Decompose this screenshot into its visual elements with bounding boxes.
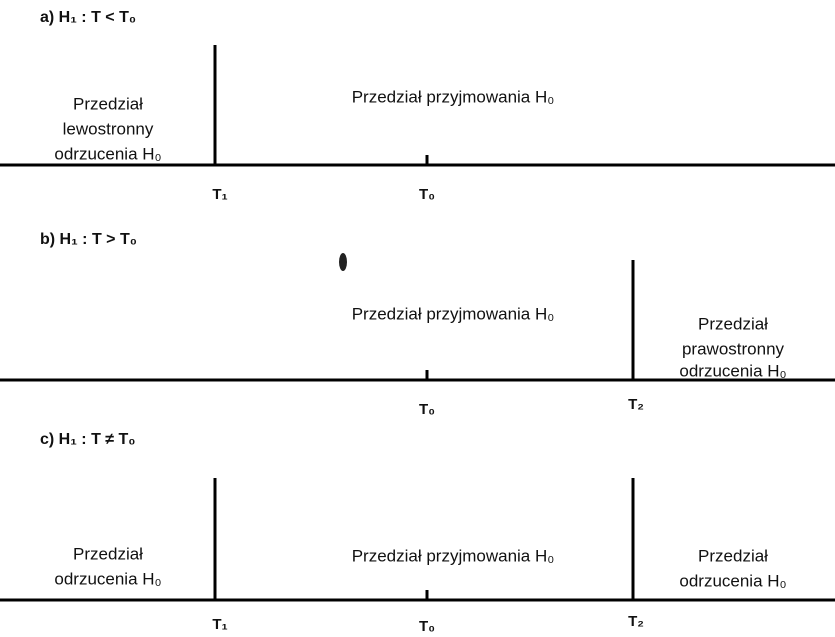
region-text: Przedział (73, 544, 143, 563)
scan-speck (339, 253, 347, 271)
region-text: Przedział (698, 546, 768, 565)
region-text: odrzucenia H₀ (54, 569, 161, 588)
tick-label: T₂ (628, 613, 644, 630)
panel-b: b) H₁ : T > T₀ Przedział przyjmowania H₀… (0, 231, 835, 418)
region-text: Przedział przyjmowania H₀ (352, 304, 555, 323)
tick-label: T₁ (212, 186, 227, 203)
tick-label: T₀ (419, 401, 435, 418)
region-text: Przedział (73, 94, 143, 113)
heading: c) H₁ : T ≠ T₀ (40, 431, 136, 448)
tick-label: T₀ (419, 186, 435, 203)
tick-label: T₁ (212, 616, 227, 633)
panel-c: c) H₁ : T ≠ T₀ Przedział odrzucenia H₀ P… (0, 431, 835, 635)
region-text: odrzucenia H₀ (679, 361, 786, 380)
region-text: Przedział przyjmowania H₀ (352, 87, 555, 106)
panel-a: a) H₁ : T < T₀ Przedział lewostronny odr… (0, 9, 835, 203)
region-text: Przedział przyjmowania H₀ (352, 546, 555, 565)
heading: a) H₁ : T < T₀ (40, 9, 136, 26)
region-text: Przedział (698, 314, 768, 333)
region-text: odrzucenia H₀ (54, 144, 161, 163)
region-text: odrzucenia H₀ (679, 571, 786, 590)
region-text: lewostronny (63, 119, 154, 138)
tick-label: T₂ (628, 396, 644, 413)
tick-label: T₀ (419, 618, 435, 635)
heading: b) H₁ : T > T₀ (40, 231, 137, 248)
region-text: prawostronny (682, 339, 785, 358)
